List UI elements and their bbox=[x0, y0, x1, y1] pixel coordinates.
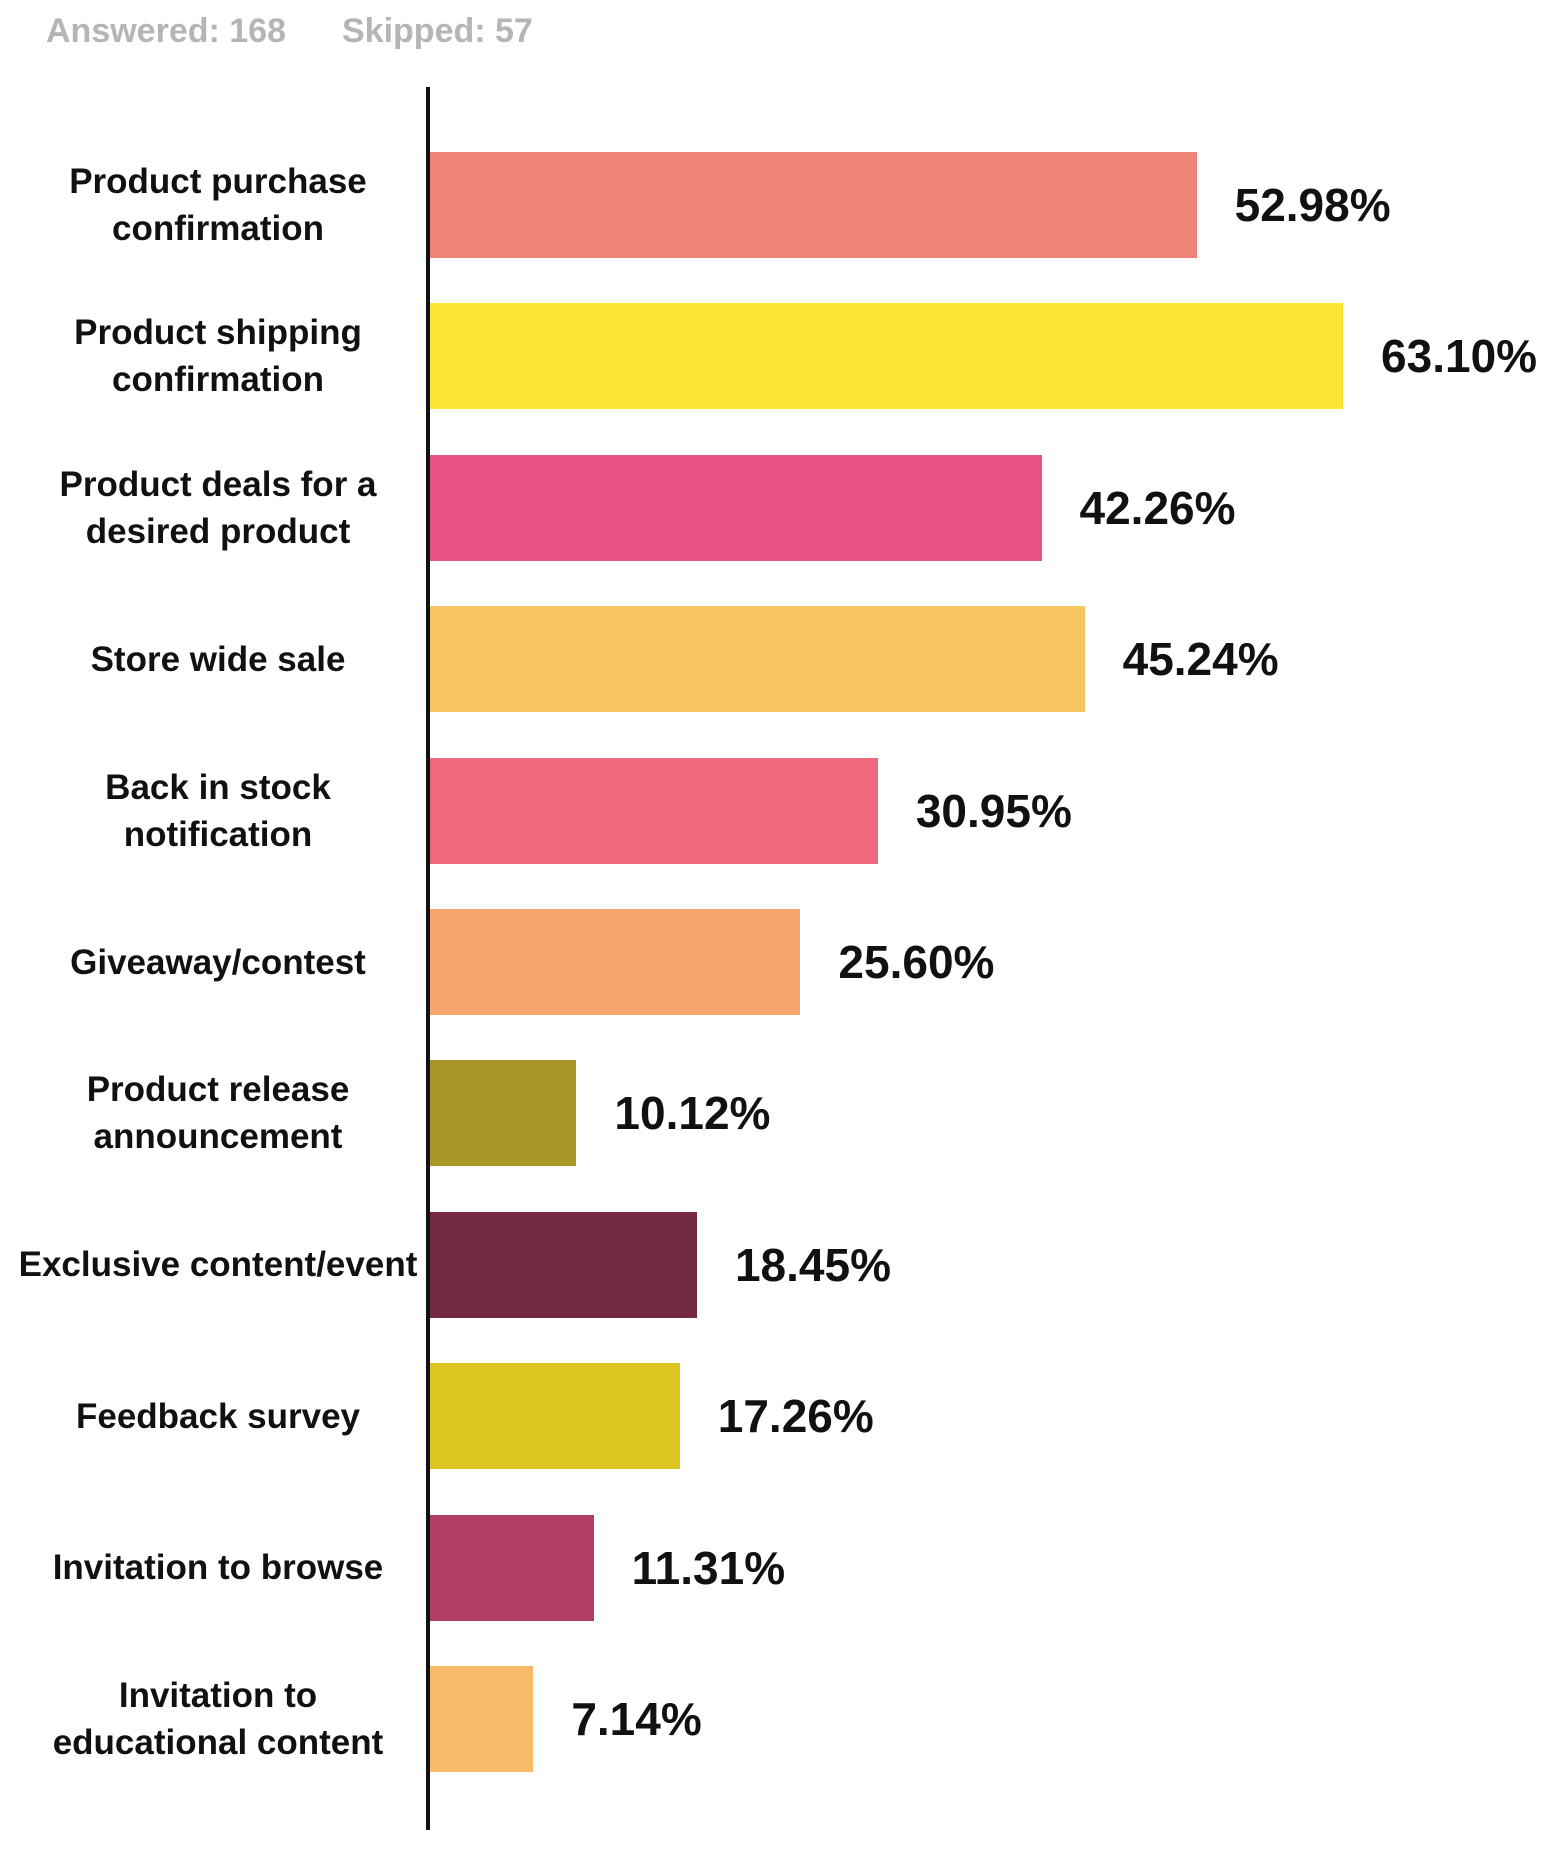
value-label: 18.45% bbox=[734, 1238, 891, 1291]
bar bbox=[430, 1666, 534, 1772]
category-label: Store wide sale bbox=[90, 639, 346, 679]
category-label: Product release announcement bbox=[86, 1070, 350, 1157]
category-label: Product shipping confirmation bbox=[74, 313, 362, 400]
value-label: 10.12% bbox=[614, 1087, 771, 1140]
bar bbox=[430, 909, 801, 1015]
value-label: 25.60% bbox=[838, 936, 995, 988]
value-label: 52.98% bbox=[1234, 179, 1391, 231]
category-label: Feedback survey bbox=[75, 1396, 361, 1436]
value-label: 63.10% bbox=[1381, 330, 1538, 383]
value-label: 42.26% bbox=[1079, 481, 1236, 534]
category-label: Giveaway/contest bbox=[70, 942, 366, 982]
category-label: Invitation to browse bbox=[52, 1548, 384, 1588]
value-label: 17.26% bbox=[717, 1390, 874, 1443]
category-label: Exclusive content/event bbox=[18, 1245, 418, 1285]
value-label: 7.14% bbox=[571, 1693, 702, 1745]
bar bbox=[430, 1514, 594, 1621]
bar bbox=[430, 152, 1197, 258]
value-label: 30.95% bbox=[915, 784, 1072, 837]
value-label: 45.24% bbox=[1122, 633, 1279, 686]
category-label: Back in stock notification bbox=[105, 767, 331, 854]
value-label: 11.31% bbox=[631, 1541, 786, 1594]
category-label: Product purchase confirmation bbox=[69, 162, 367, 248]
category-label: Product deals for a desired product bbox=[59, 464, 377, 551]
bar bbox=[430, 757, 878, 864]
category-label: Invitation to educational content bbox=[52, 1676, 384, 1762]
bar bbox=[430, 303, 1344, 410]
skipped-count: Skipped: 57 bbox=[342, 12, 533, 50]
bar bbox=[430, 1363, 680, 1470]
bar bbox=[430, 454, 1042, 561]
answered-count: Answered: 168 bbox=[46, 12, 286, 50]
bar bbox=[430, 1060, 577, 1167]
bar bbox=[430, 606, 1085, 713]
bar bbox=[430, 1211, 697, 1318]
axis-line bbox=[426, 87, 430, 1830]
